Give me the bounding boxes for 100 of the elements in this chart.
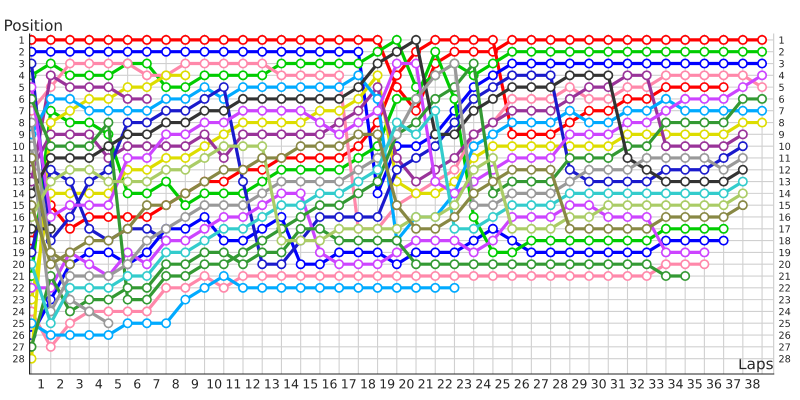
point (46, 118, 56, 128)
y2-tick-label: 10 (780, 142, 790, 150)
point (507, 141, 518, 152)
point (718, 70, 729, 80)
point (142, 306, 152, 316)
point (122, 271, 133, 282)
point (642, 271, 652, 282)
point (699, 82, 710, 92)
point (680, 236, 690, 246)
point (507, 188, 518, 198)
point (392, 94, 402, 104)
point (296, 118, 306, 128)
point (334, 282, 344, 293)
point (353, 164, 364, 175)
point (296, 46, 306, 57)
point (546, 259, 556, 270)
point (103, 176, 114, 187)
point (546, 82, 556, 92)
point (180, 294, 190, 305)
point (84, 94, 94, 104)
y2-tick-label: 20 (779, 260, 790, 268)
point (334, 212, 344, 222)
point (526, 224, 536, 234)
point (161, 34, 172, 45)
x-tick-label: 29 (572, 379, 587, 389)
point (218, 34, 229, 45)
point (584, 271, 594, 282)
point (161, 141, 172, 152)
point (238, 271, 248, 282)
point (84, 200, 94, 210)
point (738, 200, 748, 210)
point (488, 70, 498, 80)
point (218, 129, 229, 140)
point (276, 118, 286, 128)
point (200, 141, 210, 152)
point (449, 282, 460, 293)
point (257, 152, 268, 163)
point (334, 129, 344, 140)
point (699, 259, 710, 270)
point (622, 224, 632, 234)
point (718, 224, 729, 234)
point (718, 82, 729, 92)
point (488, 176, 498, 187)
point (680, 164, 690, 175)
point (314, 141, 325, 152)
point (103, 282, 114, 293)
x-tick-label: 1 (38, 379, 44, 388)
point (200, 58, 210, 69)
point (507, 46, 518, 57)
point (180, 247, 190, 258)
point (276, 164, 286, 175)
point (507, 176, 518, 187)
point (738, 58, 748, 69)
point (430, 34, 440, 45)
x-tick-label: 35 (688, 379, 702, 389)
point (372, 271, 383, 282)
point (660, 188, 671, 198)
point (642, 152, 652, 163)
point (142, 129, 152, 140)
point (122, 294, 133, 305)
point (46, 259, 56, 270)
point (738, 46, 748, 57)
point (718, 106, 729, 116)
point (622, 212, 632, 222)
point (296, 82, 306, 92)
point (334, 200, 344, 210)
point (718, 176, 729, 187)
point (699, 200, 710, 210)
point (296, 34, 306, 45)
point (314, 200, 325, 210)
point (142, 294, 152, 305)
point (564, 236, 575, 246)
point (718, 200, 729, 210)
point (680, 106, 690, 116)
point (392, 46, 402, 57)
point (84, 82, 94, 92)
point (411, 176, 422, 187)
point (142, 118, 152, 128)
point (314, 224, 325, 234)
point (142, 58, 152, 69)
point (46, 212, 56, 222)
point (64, 271, 75, 282)
point (660, 34, 671, 45)
point (526, 46, 536, 57)
point (603, 271, 614, 282)
point (699, 58, 710, 69)
point (622, 118, 632, 128)
point (180, 236, 190, 246)
point (757, 106, 768, 116)
x-tick-label: 16 (322, 379, 337, 389)
point (642, 118, 652, 128)
point (642, 200, 652, 210)
y-tick-label: 26 (13, 332, 24, 339)
point (622, 200, 632, 210)
point (488, 152, 498, 163)
point (122, 46, 133, 57)
point (64, 212, 75, 222)
point (161, 247, 172, 258)
point (680, 176, 690, 187)
point (218, 46, 229, 57)
